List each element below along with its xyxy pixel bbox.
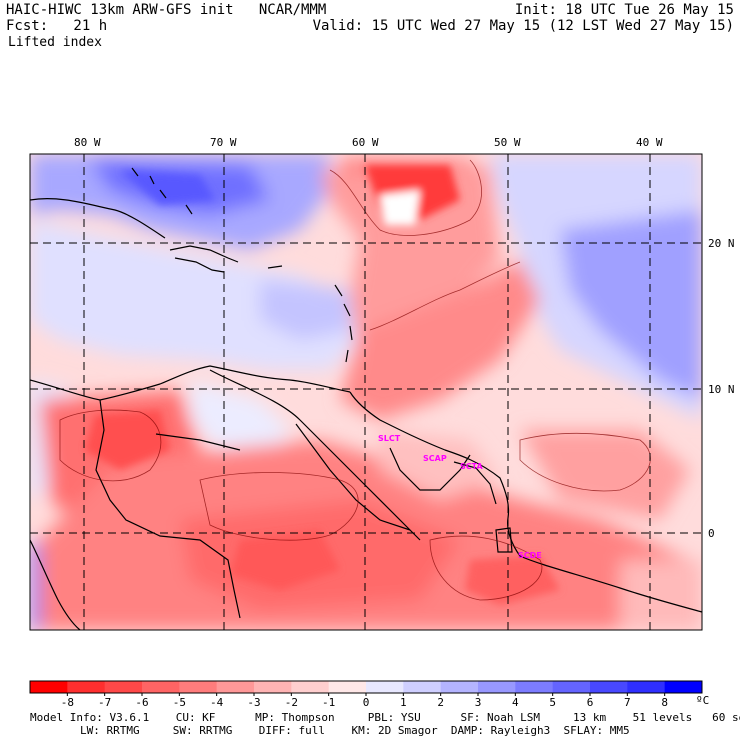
station-label-slct: SLCT: [378, 434, 401, 443]
colorbar-tick-label: 3: [475, 696, 482, 709]
coastlines: [30, 167, 702, 630]
colorbar: [29, 680, 703, 694]
colorbar-tick-label: 7: [624, 696, 631, 709]
lifted-index-field: [30, 154, 702, 630]
model-title: HAIC-HIWC 13km ARW-GFS init NCAR/MMM: [6, 2, 327, 18]
colorbar-swatch: [664, 681, 703, 693]
colorbar-swatch: [254, 681, 292, 693]
colorbar-swatch: [627, 681, 666, 693]
valid-time: Valid: 15 UTC Wed 27 May 15 (12 LST Wed …: [312, 18, 734, 34]
lat-label-20n: 20 N: [708, 237, 735, 250]
model-info-line1: Model Info: V3.6.1 CU: KF MP: Thompson P…: [30, 711, 740, 724]
map-frame: [29, 153, 703, 631]
colorbar-unit: ºC: [696, 694, 709, 707]
model-info-line2: LW: RRTMG SW: RRTMG DIFF: full KM: 2D Sm…: [80, 724, 630, 737]
colorbar-tick-label: 8: [661, 696, 668, 709]
colorbar-swatch: [328, 681, 367, 693]
colorbar-swatch: [67, 681, 106, 693]
colorbar-swatch: [440, 681, 479, 693]
lon-label-50w: 50 W: [494, 136, 521, 149]
colorbar-swatch: [104, 681, 143, 693]
colorbar-tick-label: -3: [247, 696, 260, 709]
station-label-scap: SCAP: [423, 454, 447, 463]
forecast-hour: Fcst: 21 h: [6, 18, 108, 34]
lifted-index-contours: [59, 159, 651, 601]
colorbar-tick-label: 0: [363, 696, 370, 709]
colorbar-tick-label: 1: [400, 696, 407, 709]
colorbar-swatch: [366, 681, 404, 693]
colorbar-tick-label: -7: [98, 696, 111, 709]
colorbar-tick-label: 5: [549, 696, 556, 709]
lat-lon-grid: [30, 154, 702, 630]
colorbar-tick-label: 6: [587, 696, 594, 709]
colorbar-tick-label: -1: [322, 696, 335, 709]
colorbar-swatch: [216, 681, 255, 693]
colorbar-swatch: [30, 681, 68, 693]
colorbar-swatch: [291, 681, 330, 693]
colorbar-swatch: [552, 681, 591, 693]
colorbar-tick-label: -4: [210, 696, 224, 709]
colorbar-tick-label: -6: [135, 696, 148, 709]
field-name: Lifted index: [8, 35, 102, 50]
colorbar-swatch: [515, 681, 554, 693]
colorbar-tick-label: -8: [61, 696, 74, 709]
colorbar-tick-labels: -8 -7 -6 -5 -4 -3 -2 -1 0 1 2 3 4 5 6 7 8: [61, 693, 668, 709]
station-label-scta: SCTA: [460, 462, 483, 471]
colorbar-swatch: [478, 681, 516, 693]
lon-label-60w: 60 W: [352, 136, 379, 149]
lon-label-70w: 70 W: [210, 136, 237, 149]
colorbar-tick-label: -2: [285, 696, 298, 709]
colorbar-tick-label: -5: [173, 696, 186, 709]
colorbar-tick-label: 2: [437, 696, 444, 709]
colorbar-swatch: [590, 681, 628, 693]
init-time: Init: 18 UTC Tue 26 May 15: [514, 2, 734, 18]
station-label-scde: SCDE: [518, 551, 542, 560]
colorbar-swatch: [179, 681, 218, 693]
colorbar-tick-label: 4: [512, 696, 519, 709]
lon-label-40w: 40 W: [636, 136, 663, 149]
lon-label-80w: 80 W: [74, 136, 101, 149]
colorbar-swatch: [142, 681, 180, 693]
lat-label-10n: 10 N: [708, 383, 735, 396]
lat-label-0: 0: [708, 527, 715, 540]
colorbar-swatch: [403, 681, 442, 693]
